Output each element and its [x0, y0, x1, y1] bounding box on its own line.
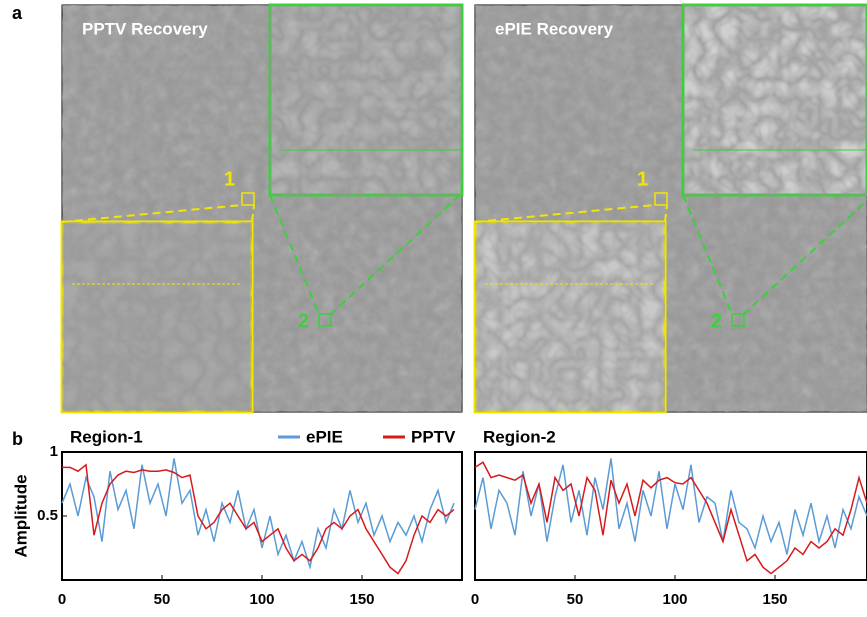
panel-label: b — [12, 429, 23, 449]
data-line — [474, 458, 867, 555]
connector — [251, 204, 255, 223]
image-title: PPTV Recovery — [82, 19, 208, 38]
chart-title: Region-1 — [70, 427, 143, 446]
y-tick-label: 0.5 — [37, 507, 58, 524]
panel-label: a — [12, 3, 23, 23]
x-tick-label: 50 — [567, 591, 584, 608]
inset-texture — [62, 222, 252, 412]
inset-texture — [683, 5, 867, 195]
inset-texture — [475, 222, 665, 412]
region-label: 2 — [711, 310, 722, 332]
connector — [474, 204, 656, 223]
connector — [330, 194, 461, 315]
x-tick-label: 0 — [58, 591, 66, 608]
x-tick-label: 150 — [762, 591, 787, 608]
connector — [269, 194, 320, 315]
region-box — [241, 192, 255, 206]
y-axis-label: Amplitude — [11, 474, 30, 557]
data-line — [474, 461, 867, 575]
region-box — [731, 313, 745, 327]
region-label: 1 — [224, 168, 235, 190]
chart-title: Region-2 — [483, 427, 556, 446]
legend-label: ePIE — [306, 427, 343, 446]
plot-frame — [474, 451, 867, 581]
plot-frame — [61, 451, 463, 581]
connector — [682, 194, 733, 315]
x-tick-label: 100 — [662, 591, 687, 608]
y-tick-label: 1 — [50, 443, 58, 460]
x-tick-label: 150 — [349, 591, 374, 608]
region-label: 1 — [637, 168, 648, 190]
connector — [61, 204, 243, 223]
image-title: ePIE Recovery — [495, 19, 614, 38]
region-label: 2 — [298, 310, 309, 332]
region-box — [654, 192, 668, 206]
legend-label: PPTV — [411, 427, 456, 446]
data-line — [61, 458, 455, 571]
inset-texture — [270, 5, 462, 195]
data-line — [62, 463, 455, 575]
connector — [743, 199, 867, 315]
x-tick-label: 0 — [471, 591, 479, 608]
x-tick-label: 50 — [154, 591, 171, 608]
connector — [664, 204, 668, 223]
x-tick-label: 100 — [249, 591, 274, 608]
region-box — [318, 313, 332, 327]
